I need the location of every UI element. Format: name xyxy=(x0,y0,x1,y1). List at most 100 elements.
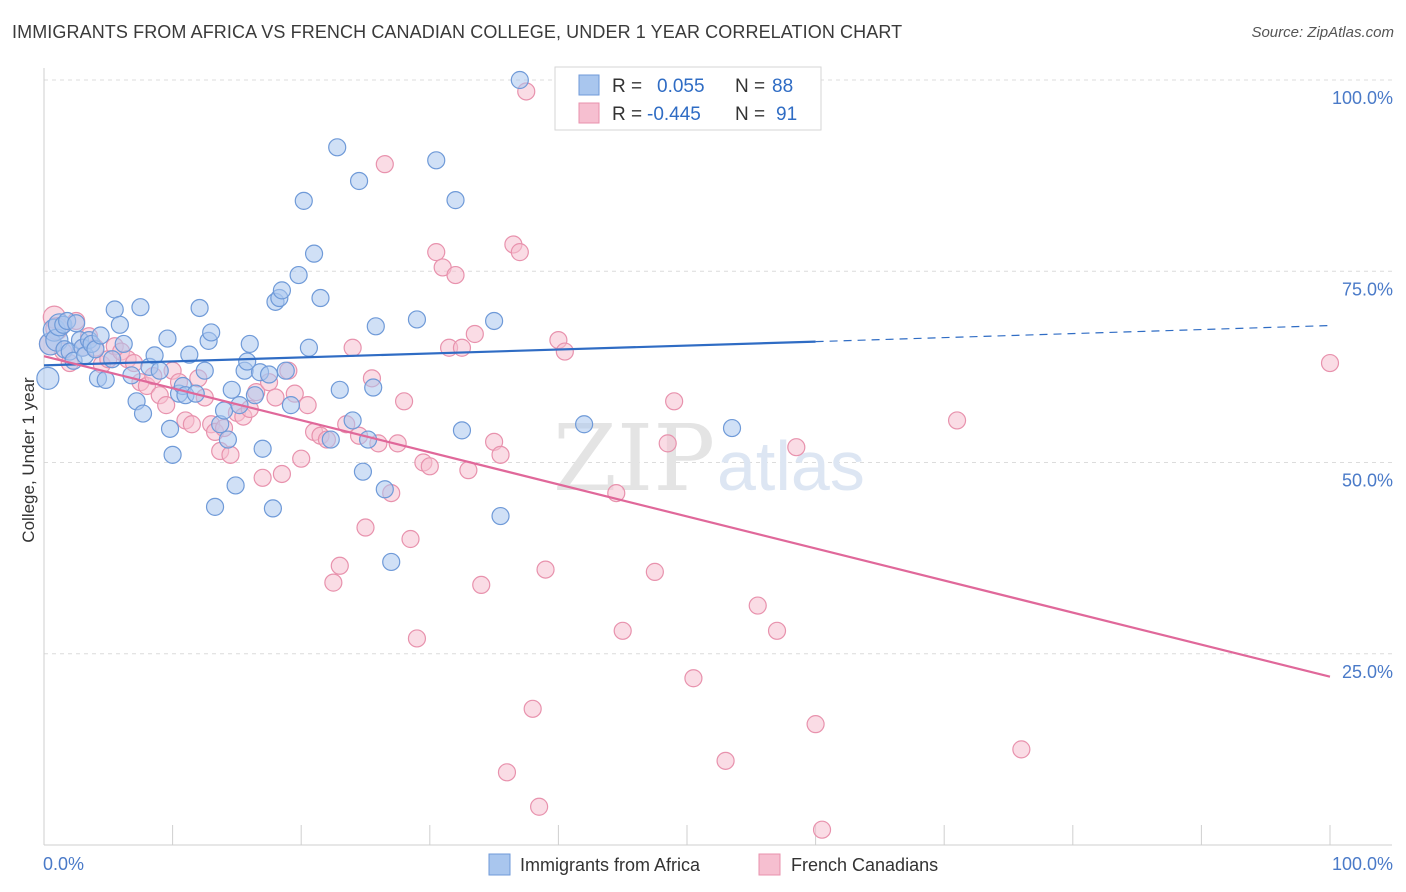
legend-swatch-pink xyxy=(578,102,600,124)
point-french-83 xyxy=(645,562,664,581)
point-africa-47 xyxy=(222,380,241,399)
chart-source: Source: ZipAtlas.com xyxy=(1251,24,1394,41)
point-french-77 xyxy=(530,797,549,816)
chart-title: IMMIGRANTS FROM AFRICA VS FRENCH CANADIA… xyxy=(12,22,903,42)
point-africa-32 xyxy=(160,419,180,438)
point-french-41 xyxy=(292,449,311,468)
point-french-93 xyxy=(947,411,967,430)
y-tick-label-100: 100.0% xyxy=(1332,88,1393,108)
point-africa-31 xyxy=(158,329,177,348)
point-french-38 xyxy=(272,464,292,484)
point-french-82 xyxy=(613,621,632,640)
legend-n-label-2: N = xyxy=(735,104,765,125)
legend-n-label-1: N = xyxy=(735,76,765,97)
y-tick-label-25: 25.0% xyxy=(1342,662,1393,682)
point-french-49 xyxy=(343,338,362,357)
point-africa-77 xyxy=(375,480,394,499)
bottom-legend-swatch-pink xyxy=(758,853,781,876)
point-french-80 xyxy=(555,342,574,361)
point-africa-62 xyxy=(281,396,301,415)
point-french-78 xyxy=(536,560,555,579)
point-africa-33 xyxy=(163,445,182,464)
point-french-91 xyxy=(806,715,825,734)
point-french-92 xyxy=(812,820,832,839)
point-africa-73 xyxy=(353,462,373,481)
correlation-legend: R = 0.055 N = 88 R = -0.445 N = 91 xyxy=(554,66,822,131)
point-french-37 xyxy=(266,388,285,407)
axes xyxy=(43,68,1392,846)
legend-r-value-2: -0.445 xyxy=(647,104,701,125)
point-africa-0 xyxy=(36,366,60,390)
y-tick-label-75: 75.0% xyxy=(1342,279,1393,299)
point-africa-61 xyxy=(276,361,295,380)
point-french-47 xyxy=(330,556,349,575)
point-french-76 xyxy=(523,699,542,718)
legend-n-value-2: 91 xyxy=(776,104,797,125)
point-french-30 xyxy=(221,445,240,464)
x-tick-label-0: 0.0% xyxy=(43,854,84,874)
point-french-57 xyxy=(394,392,414,411)
point-africa-64 xyxy=(294,191,313,210)
point-africa-80 xyxy=(427,151,446,170)
point-french-87 xyxy=(716,751,735,770)
point-africa-86 xyxy=(575,415,594,434)
point-africa-83 xyxy=(485,311,504,331)
point-africa-70 xyxy=(330,380,349,399)
point-french-59 xyxy=(407,629,427,648)
watermark-atlas: atlas xyxy=(717,427,865,505)
y-axis-title: College, Under 1 year xyxy=(19,377,38,543)
point-french-84 xyxy=(658,434,677,453)
point-africa-60 xyxy=(272,281,292,300)
legend-swatch-blue xyxy=(578,74,600,96)
point-africa-69 xyxy=(328,138,347,157)
point-french-95 xyxy=(1320,353,1340,373)
point-french-51 xyxy=(356,518,375,537)
trend-line-french xyxy=(43,355,1331,678)
point-french-35 xyxy=(253,468,272,487)
x-tick-label-100: 100.0% xyxy=(1332,854,1393,874)
point-french-46 xyxy=(324,573,343,592)
point-africa-76 xyxy=(366,317,385,336)
point-french-23 xyxy=(182,415,201,434)
point-africa-66 xyxy=(304,244,324,263)
point-africa-21 xyxy=(105,300,124,319)
point-africa-55 xyxy=(253,439,272,458)
legend-r-label-2: R = xyxy=(612,104,642,125)
point-africa-79 xyxy=(407,310,427,329)
point-french-68 xyxy=(465,324,484,344)
point-africa-53 xyxy=(245,386,265,405)
point-french-94 xyxy=(1012,740,1031,759)
point-french-72 xyxy=(497,763,517,782)
legend-n-value-1: 88 xyxy=(772,76,793,97)
point-africa-27 xyxy=(133,404,153,423)
point-french-42 xyxy=(298,396,317,415)
point-africa-81 xyxy=(446,191,465,210)
point-french-85 xyxy=(665,392,684,411)
point-french-65 xyxy=(446,265,465,285)
legend-r-label-1: R = xyxy=(612,76,642,97)
bottom-legend-label-africa: Immigrants from Africa xyxy=(520,855,701,875)
point-french-88 xyxy=(748,596,767,615)
point-french-58 xyxy=(401,529,420,549)
tick-labels: 25.0% 50.0% 75.0% 100.0% 0.0% 100.0% xyxy=(43,88,1393,874)
point-africa-30 xyxy=(150,361,169,380)
point-africa-63 xyxy=(289,265,308,285)
point-french-19 xyxy=(157,396,176,415)
point-africa-24 xyxy=(122,366,141,385)
point-africa-84 xyxy=(491,506,510,526)
point-french-69 xyxy=(472,575,491,595)
point-africa-22 xyxy=(110,315,129,334)
grid-lines xyxy=(44,79,1392,655)
point-africa-65 xyxy=(299,338,319,357)
legend-r-value-1: 0.055 xyxy=(657,76,705,97)
point-french-89 xyxy=(767,621,787,640)
point-africa-68 xyxy=(321,430,340,449)
point-french-71 xyxy=(491,445,510,464)
watermark: ZIP atlas xyxy=(553,405,865,512)
trend-line-africa-extension xyxy=(815,324,1331,343)
point-french-90 xyxy=(787,438,806,457)
point-africa-26 xyxy=(131,298,150,317)
point-africa-56 xyxy=(259,365,279,384)
point-africa-72 xyxy=(349,171,369,191)
